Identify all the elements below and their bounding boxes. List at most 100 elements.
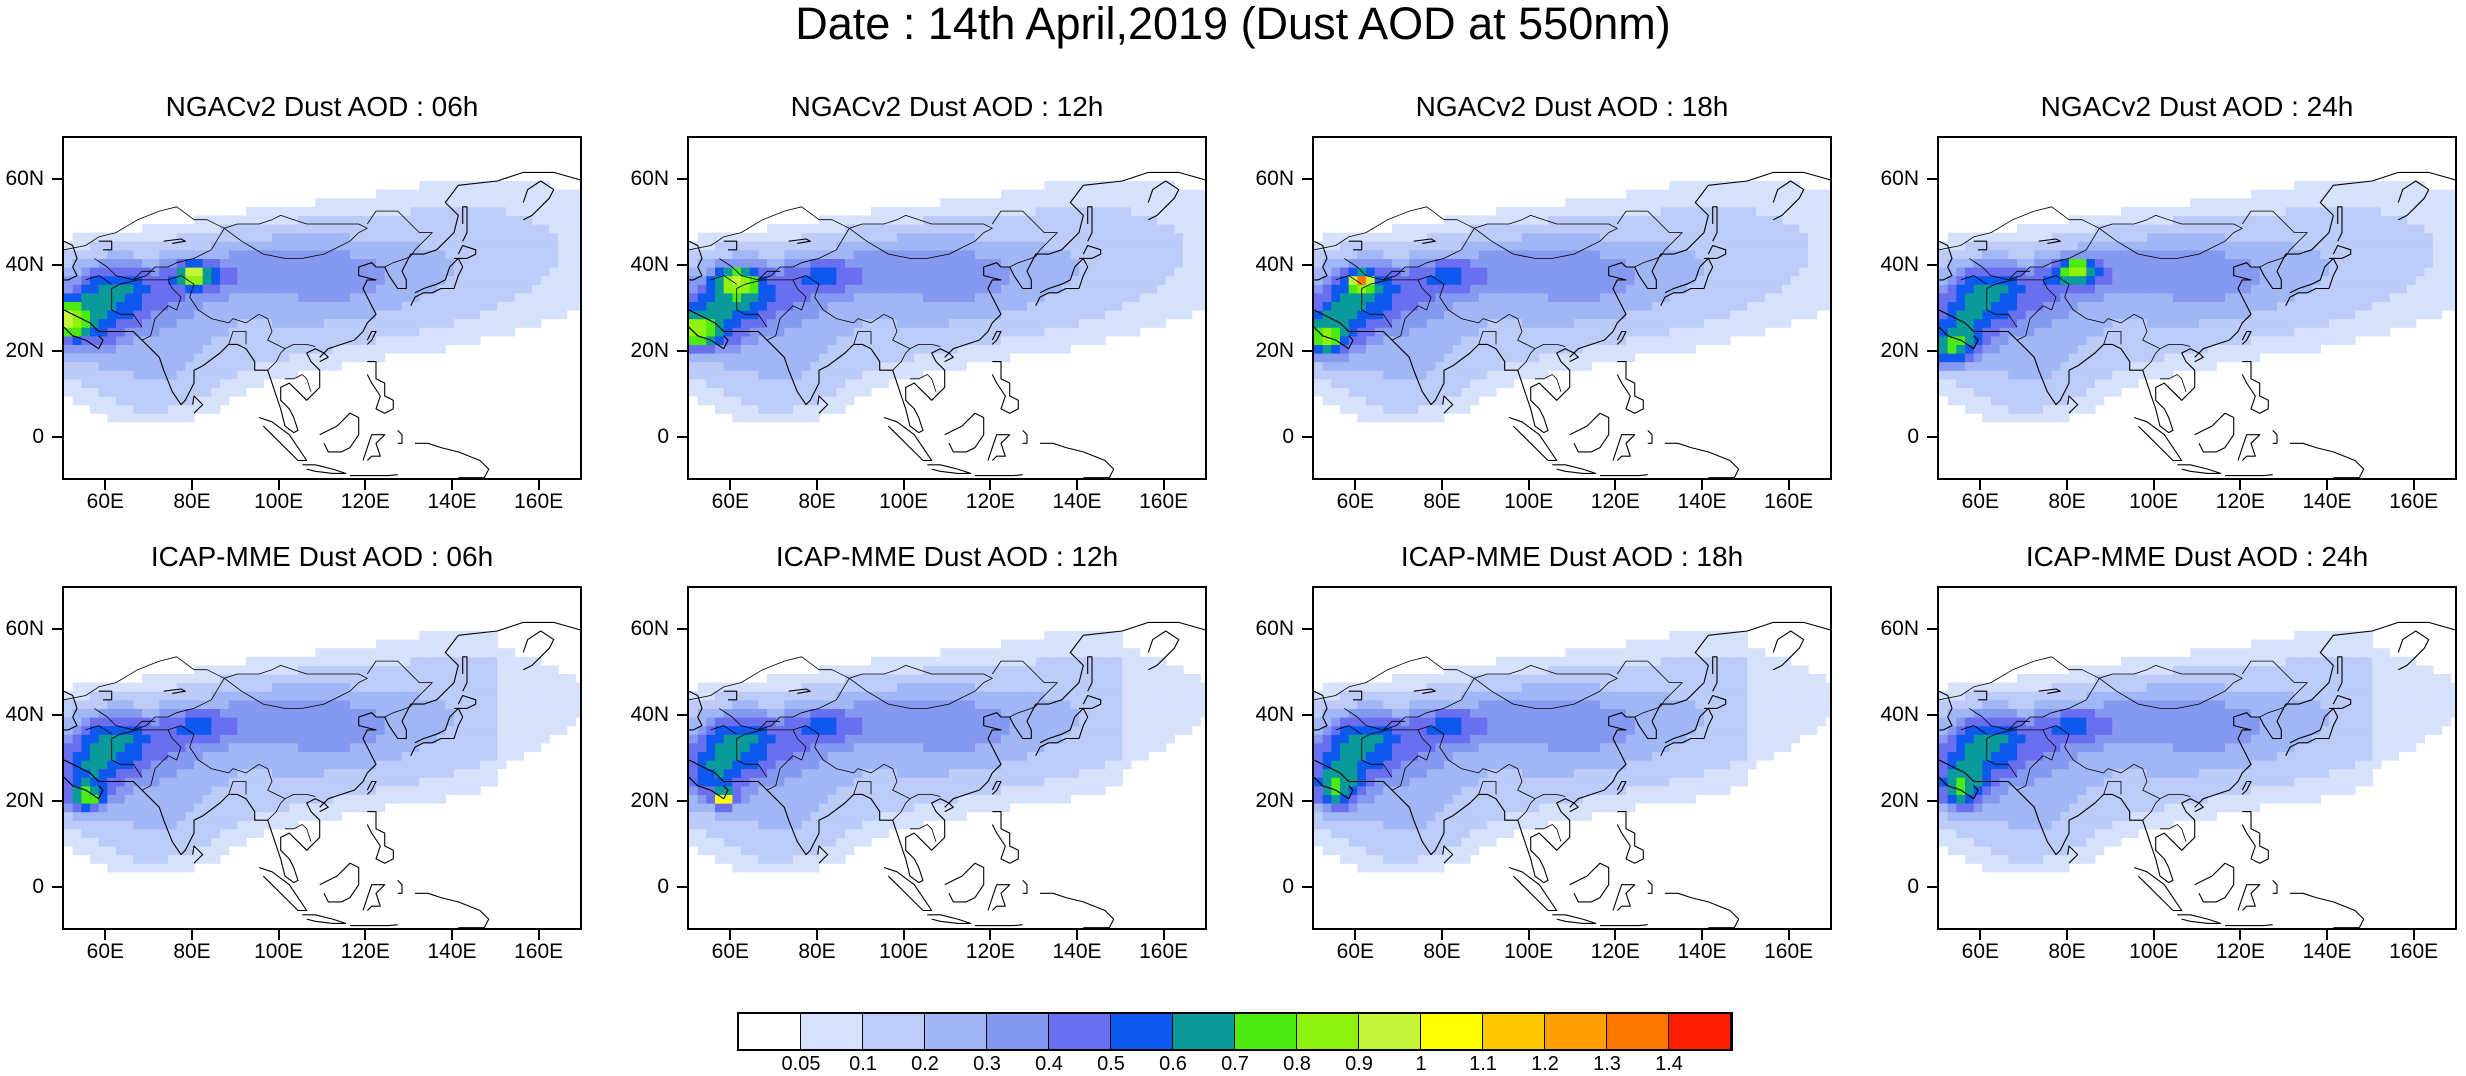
aod-cell [1991, 396, 2000, 405]
aod-cell [315, 215, 324, 224]
aod-cell [1791, 276, 1800, 285]
aod-cell [194, 327, 203, 336]
aod-cell [1401, 370, 1410, 379]
aod-cell [1314, 284, 1323, 293]
aod-cell [1721, 301, 1730, 310]
aod-cell [1366, 413, 1375, 422]
aod-cell [975, 198, 984, 207]
aod-cell [1539, 362, 1548, 371]
aod-cell [2052, 336, 2061, 345]
aod-cell [758, 413, 767, 422]
aod-cell [1799, 276, 1808, 285]
aod-cell [2312, 181, 2321, 190]
aod-cell [1079, 293, 1088, 302]
aod-cell [1635, 250, 1644, 259]
aod-cell [949, 224, 958, 233]
aod-cell [897, 293, 906, 302]
aod-cell [802, 370, 811, 379]
aod-cell [2008, 301, 2017, 310]
aod-cell [819, 241, 828, 250]
aod-cell [845, 327, 854, 336]
aod-cell [1799, 258, 1808, 267]
aod-cell [732, 319, 741, 328]
aod-cell [750, 353, 759, 362]
aod-cell [246, 344, 255, 353]
aod-cell [2164, 319, 2173, 328]
aod-cell [1453, 241, 1462, 250]
aod-cell [315, 207, 324, 216]
aod-cell [2017, 233, 2026, 242]
aod-cell [1461, 250, 1470, 259]
aod-cell [1357, 336, 1366, 345]
aod-cell [1018, 224, 1027, 233]
aod-cell [776, 224, 785, 233]
aod-cell [1669, 336, 1678, 345]
aod-cell [532, 267, 541, 276]
aod-cell [2034, 241, 2043, 250]
aod-cell [2086, 258, 2095, 267]
aod-cell [1487, 293, 1496, 302]
aod-cell [1617, 198, 1626, 207]
aod-cell [229, 310, 238, 319]
aod-cell [2199, 250, 2208, 259]
aod-cell [923, 241, 932, 250]
aod-cell [2034, 267, 2043, 276]
aod-cell [2277, 344, 2286, 353]
aod-cell [515, 181, 524, 190]
aod-cell [975, 319, 984, 328]
aod-cell [1088, 327, 1097, 336]
aod-cell [1583, 267, 1592, 276]
aod-cell [489, 284, 498, 293]
aod-cell [758, 301, 767, 310]
aod-cell [523, 284, 532, 293]
aod-cell [489, 241, 498, 250]
aod-cell [1192, 215, 1201, 224]
aod-cell [1314, 310, 1323, 319]
aod-cell [1661, 267, 1670, 276]
aod-cell [1122, 310, 1131, 319]
aod-cell [2017, 362, 2026, 371]
coastline [1665, 443, 1739, 477]
aod-cell [1166, 258, 1175, 267]
aod-cell [958, 353, 967, 362]
aod-cell [211, 258, 220, 267]
aod-cell [1531, 267, 1540, 276]
aod-cell [2182, 241, 2191, 250]
aod-cell [246, 327, 255, 336]
aod-cell [1166, 233, 1175, 242]
aod-cell [1088, 267, 1097, 276]
aod-cell [549, 233, 558, 242]
aod-cell [1001, 198, 1010, 207]
aod-cell [1548, 327, 1557, 336]
aod-cell [1713, 233, 1722, 242]
aod-cell [750, 413, 759, 422]
aod-cell [1704, 310, 1713, 319]
aod-cell [1496, 344, 1505, 353]
aod-cell [402, 198, 411, 207]
aod-cell [2398, 224, 2407, 233]
aod-cell [1062, 336, 1071, 345]
aod-cell [1600, 327, 1609, 336]
aod-cell [2008, 362, 2017, 371]
aod-cell [428, 198, 437, 207]
aod-cell [324, 224, 333, 233]
aod-cell [2034, 336, 2043, 345]
aod-cell [159, 250, 168, 259]
aod-cell [1765, 215, 1774, 224]
aod-cell [1721, 258, 1730, 267]
aod-cell [1817, 207, 1826, 216]
aod-cell [471, 233, 480, 242]
aod-cell [1773, 310, 1782, 319]
aod-cell [1721, 181, 1730, 190]
aod-cell [2424, 301, 2433, 310]
aod-cell [1773, 258, 1782, 267]
aod-cell [281, 344, 290, 353]
aod-cell [515, 241, 524, 250]
aod-cell [1661, 327, 1670, 336]
aod-cell [2251, 310, 2260, 319]
aod-cell [2251, 293, 2260, 302]
aod-cell [324, 327, 333, 336]
aod-cell [99, 362, 108, 371]
aod-cell [1721, 336, 1730, 345]
aod-cell [1461, 310, 1470, 319]
